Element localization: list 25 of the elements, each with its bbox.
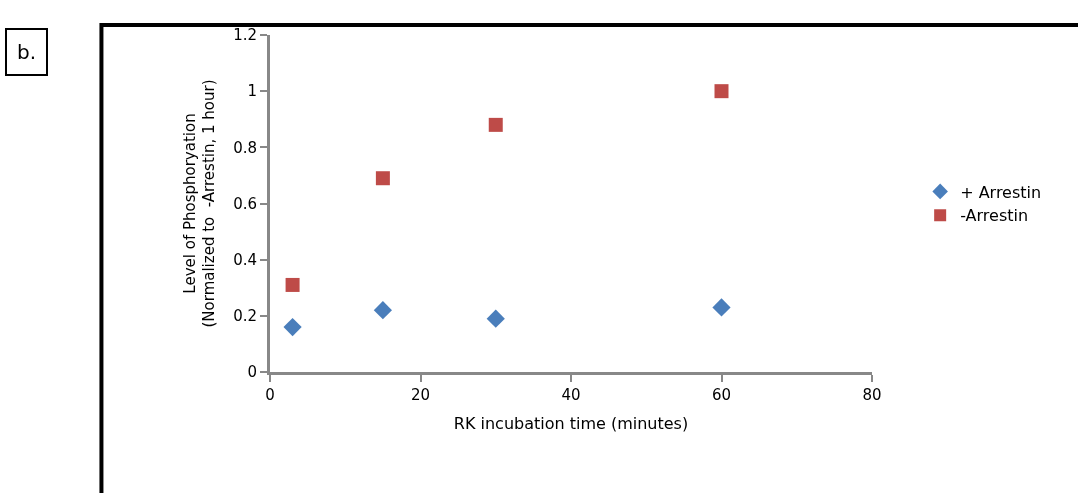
legend-label: -Arrestin xyxy=(960,206,1029,226)
x-tick-label: 60 xyxy=(711,386,732,404)
y-tick-label: 1.2 xyxy=(233,26,257,45)
x-axis-title: RK incubation time (minutes) xyxy=(453,413,689,433)
y-tick-label: 0 xyxy=(247,363,257,382)
x-tick-label: 0 xyxy=(265,386,275,404)
text: b. xyxy=(17,40,37,64)
point xyxy=(283,317,302,337)
y-tick-label: 1 xyxy=(247,82,257,101)
point xyxy=(486,309,505,328)
x-tick-label: 20 xyxy=(410,386,431,404)
point xyxy=(373,301,392,320)
y-tick-label: 0.6 xyxy=(233,194,257,213)
y-tick-label: 0.8 xyxy=(233,138,257,157)
y-axis-title: Level of Phosphoryation (Normalized to -Arrestin, 1 hour) xyxy=(180,79,219,328)
point xyxy=(714,84,729,99)
legend-label: + Arrestin xyxy=(960,182,1042,202)
point xyxy=(375,171,390,186)
point xyxy=(712,298,731,317)
point xyxy=(285,277,300,292)
point xyxy=(488,117,503,132)
x-tick-label: 80 xyxy=(862,386,882,404)
y-tick-label: 0.4 xyxy=(233,250,257,269)
y-tick-label: 0.2 xyxy=(233,307,257,326)
x-tick-label: 40 xyxy=(561,386,581,404)
